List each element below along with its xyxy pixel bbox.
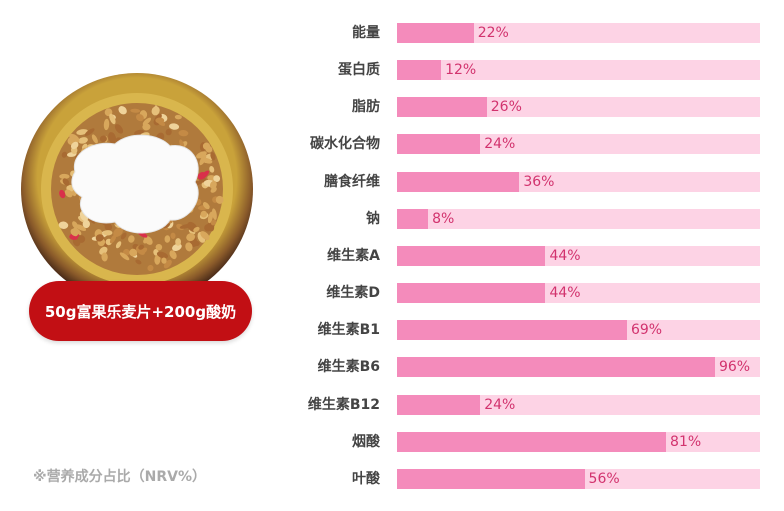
value-label: 22%: [477, 25, 509, 41]
value-label: 96%: [718, 359, 751, 376]
category-label: 维生素B12: [307, 396, 380, 413]
category-label: 蛋白质: [338, 62, 380, 79]
value-label: 69%: [630, 322, 663, 339]
bar-row: 碳水化合物 24%: [250, 134, 770, 155]
category-label: 叶酸: [352, 470, 380, 487]
bar-fill: [397, 357, 715, 378]
bar-row: 维生素A 44%: [250, 245, 770, 266]
bar-row: 维生素B1 69%: [250, 320, 770, 341]
serving-caption-badge: 50g富果乐麦片+200g酸奶: [29, 281, 252, 341]
bar-track: 12%: [397, 60, 760, 81]
bar-row: 维生素D 44%: [250, 283, 770, 304]
category-label: 维生素B6: [317, 359, 380, 376]
category-label: 膳食纤维: [324, 173, 380, 190]
category-label: 烟酸: [352, 433, 380, 450]
bar-row: 膳食纤维 36%: [250, 171, 770, 192]
bar-row: 脂肪 26%: [250, 97, 770, 118]
bar-fill: [397, 394, 481, 415]
bar-fill: [397, 60, 442, 81]
value-label: 44%: [549, 285, 581, 302]
bar-track: 22%: [397, 23, 760, 43]
bar-fill: [397, 171, 520, 192]
value-label: 36%: [523, 173, 555, 190]
value-label: 44%: [549, 247, 581, 264]
bar-fill: [397, 320, 627, 341]
bar-row: 维生素B6 96%: [250, 357, 770, 378]
bar-track: 69%: [397, 320, 760, 341]
bar-track: 26%: [397, 97, 760, 118]
bar-row: 能量 22%: [250, 23, 770, 43]
bar-fill: [397, 23, 474, 43]
value-label: 81%: [670, 433, 702, 450]
bar-row: 蛋白质 12%: [250, 60, 770, 81]
value-label: 8%: [432, 210, 455, 227]
value-label: 24%: [484, 396, 516, 413]
bar-track: 44%: [397, 283, 760, 304]
bar-row: 叶酸 56%: [250, 468, 770, 489]
bar-track: 56%: [397, 468, 760, 489]
bar-row: 烟酸 81%: [250, 431, 770, 452]
footnote: ※营养成分占比（NRV%）: [33, 469, 206, 485]
category-label: 碳水化合物: [310, 136, 380, 153]
bar-fill: [397, 283, 546, 304]
category-label: 钠: [366, 210, 380, 227]
category-label: 能量: [352, 25, 380, 41]
bar-track: 96%: [397, 357, 760, 378]
category-label: 维生素A: [327, 247, 380, 264]
category-label: 维生素D: [326, 285, 380, 302]
category-label: 维生素B1: [317, 322, 380, 339]
bar-track: 8%: [397, 208, 760, 229]
bar-track: 36%: [397, 171, 760, 192]
bar-fill: [397, 208, 429, 229]
value-label: 26%: [490, 99, 522, 116]
bar-fill: [397, 468, 585, 489]
bar-row: 维生素B12 24%: [250, 394, 770, 415]
value-label: 56%: [588, 470, 620, 487]
bar-fill: [397, 134, 481, 155]
bar-row: 钠 8%: [250, 208, 770, 229]
category-label: 脂肪: [352, 99, 380, 116]
value-label: 12%: [445, 62, 477, 79]
bar-track: 44%: [397, 245, 760, 266]
bar-track: 24%: [397, 134, 760, 155]
bar-fill: [397, 245, 546, 266]
bar-fill: [397, 431, 667, 452]
value-label: 24%: [484, 136, 516, 153]
bar-fill: [397, 97, 487, 118]
bar-track: 81%: [397, 431, 760, 452]
bar-track: 24%: [397, 394, 760, 415]
cereal-bowl-image: [21, 73, 253, 305]
